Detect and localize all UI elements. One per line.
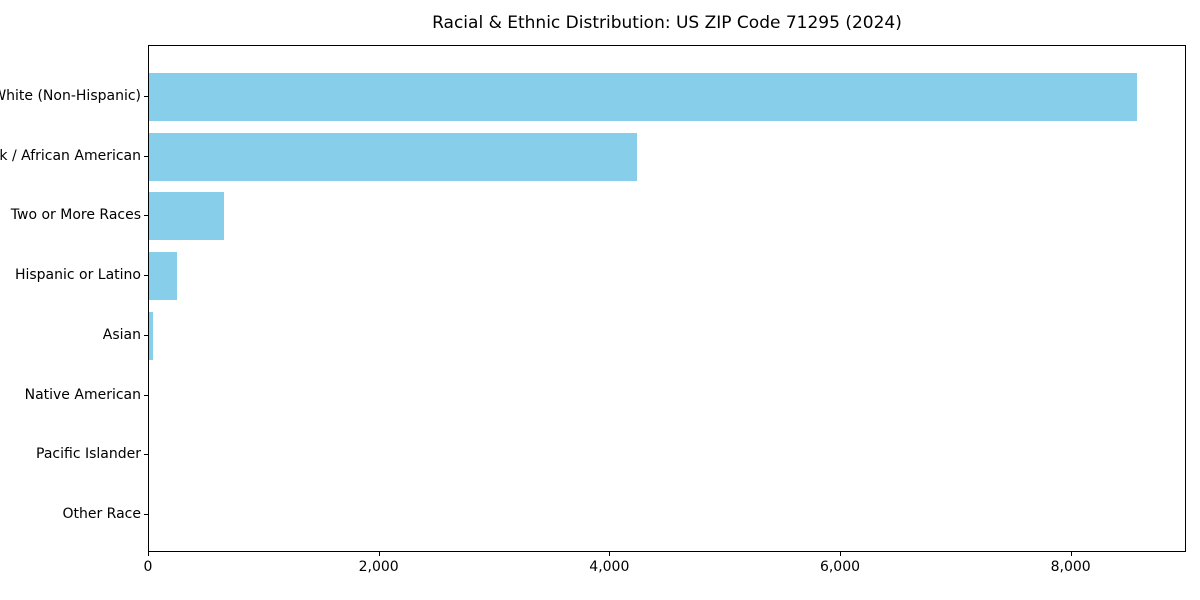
bar-two-or-more-races [149,192,224,241]
y-tick-mark [144,394,148,396]
x-tick-label: 8,000 [1050,559,1091,575]
y-tick-mark [144,155,148,157]
bar-hispanic-or-latino [149,252,177,301]
y-tick-label: Two or More Races [10,207,141,224]
x-tick-mark [148,552,149,556]
y-axis-labels: White (Non-Hispanic) Black / African Amer… [0,0,148,600]
y-tick-label: Other Race [62,505,141,522]
x-tick-mark [840,552,841,556]
y-tick-mark [144,513,148,515]
bar-black-african-american [149,132,637,181]
x-tick-mark [378,552,380,556]
y-tick-label: White (Non-Hispanic) [0,88,141,104]
y-tick-label: Black / African American [0,147,141,164]
y-tick-mark [144,215,148,217]
plot-area [148,45,1186,552]
x-tick-label: 6,000 [819,559,861,575]
x-tick-mark [609,552,611,556]
y-tick-mark [144,334,148,336]
y-tick-mark [144,275,148,277]
chart-title: Racial & Ethnic Distribution: US ZIP Cod… [432,13,902,33]
y-tick-mark [144,454,148,456]
y-tick-label: Native American [24,386,141,403]
y-tick-label: Pacific Islander [36,446,141,463]
y-tick-label: Asian [102,326,141,343]
x-tick-label: 2,000 [358,559,399,575]
x-tick-mark [1070,552,1072,556]
bar-asian [149,311,153,360]
y-tick-label: Hispanic or Latino [14,267,141,284]
x-tick-label: 4,000 [589,559,630,575]
x-tick-label: 0 [143,559,153,575]
y-tick-mark [144,96,148,97]
bar-white-non-hispanic [149,73,1138,121]
